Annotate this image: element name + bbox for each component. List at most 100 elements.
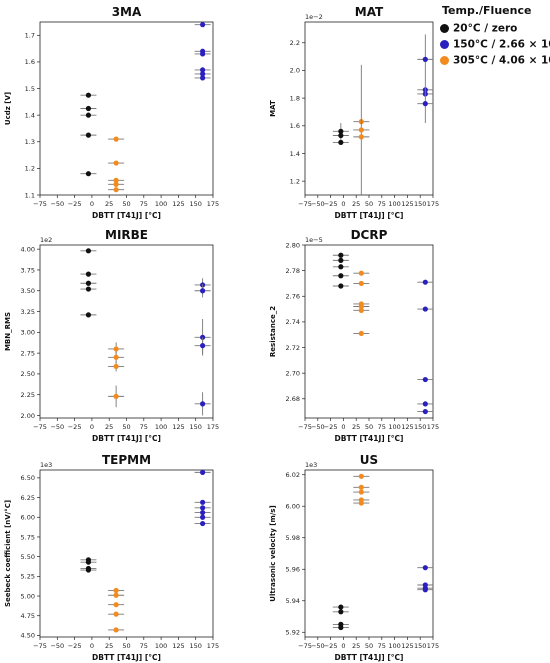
legend-label: 305°C / 4.06 × 10	[453, 54, 550, 67]
data-point	[200, 514, 206, 520]
x-tick-label: 0	[341, 642, 345, 650]
x-tick-label: 150	[414, 423, 426, 431]
data-point	[422, 376, 428, 383]
series-2	[417, 34, 434, 124]
x-tick-label: 25	[352, 200, 360, 208]
x-tick-label: 0	[90, 642, 94, 650]
y-tick-label: 2.70	[286, 369, 300, 377]
chart-title: DCRP	[351, 228, 388, 242]
data-point	[200, 520, 206, 527]
x-tick-label: 0	[341, 423, 345, 431]
data-point	[358, 134, 364, 140]
x-tick-label: 75	[140, 423, 148, 431]
axis-exponent: 1e−2	[305, 13, 323, 21]
data-point	[85, 271, 92, 277]
series-1	[108, 342, 125, 408]
x-tick-label: 50	[122, 423, 130, 431]
x-tick-label: 50	[365, 200, 373, 208]
x-tick-label: 25	[105, 642, 113, 650]
x-tick-label: 50	[122, 200, 130, 208]
y-tick-label: 5.50	[21, 553, 35, 561]
y-tick-label: 4.75	[21, 612, 35, 620]
chart-title: 3MA	[112, 5, 142, 19]
x-tick-label: 100	[155, 642, 167, 650]
data-point	[85, 286, 92, 292]
series-2	[194, 22, 211, 81]
x-tick-label: 175	[207, 200, 219, 208]
data-point	[358, 280, 364, 287]
y-tick-label: 1.4	[290, 150, 300, 158]
y-tick-label: 4.50	[21, 632, 35, 640]
panel-mat: MAT 1e−2 −75 −50 −25 0 25 50 75 100 125 150 175 1.2 1.…	[269, 5, 439, 220]
y-tick-label: 5.96	[286, 566, 300, 574]
x-tick-label: 150	[414, 642, 426, 650]
legend-entry-20c: 20°C / zero	[440, 20, 550, 36]
x-axis-label: DBTT [T41J] [°C]	[335, 211, 404, 220]
data-point	[422, 306, 428, 312]
x-tick-label: 75	[378, 642, 386, 650]
series-1	[108, 587, 125, 633]
data-point	[200, 22, 206, 28]
data-point	[338, 609, 344, 615]
data-point	[200, 288, 206, 294]
x-tick-label: 125	[401, 423, 413, 431]
data-point	[358, 330, 364, 337]
data-point	[422, 101, 428, 107]
series-1	[353, 270, 370, 337]
x-tick-label: 50	[122, 642, 130, 650]
x-tick-label: 25	[352, 423, 360, 431]
y-tick-label: 1.8	[290, 94, 300, 102]
x-tick-label: −50	[50, 642, 64, 650]
series-2	[417, 279, 434, 415]
x-tick-label: 100	[388, 642, 400, 650]
axis-exponent: 1e3	[305, 461, 317, 469]
x-tick-label: 125	[172, 642, 184, 650]
x-tick-label: −75	[298, 423, 312, 431]
data-point	[200, 505, 206, 511]
data-point	[422, 401, 428, 407]
series-0	[332, 252, 349, 289]
x-tick-label: 150	[414, 200, 426, 208]
axes-frame	[39, 21, 214, 196]
x-tick-label: 125	[172, 423, 184, 431]
legend-entry-305c: 305°C / 4.06 × 1019	[440, 52, 550, 68]
data-point	[85, 105, 92, 112]
y-tick-label: 1.6	[25, 58, 35, 66]
x-tick-label: −75	[33, 642, 47, 650]
x-tick-label: 25	[105, 423, 113, 431]
data-point	[85, 559, 92, 565]
data-point	[113, 346, 119, 352]
x-tick-label: 125	[401, 642, 413, 650]
y-tick-label: 2.72	[286, 344, 300, 352]
data-point	[200, 509, 206, 516]
y-tick-label: 3.50	[21, 287, 35, 295]
x-tick-label: 75	[140, 642, 148, 650]
data-point	[85, 567, 92, 573]
x-tick-label: 100	[388, 200, 400, 208]
x-tick-label: −50	[50, 200, 64, 208]
x-tick-label: 150	[189, 642, 201, 650]
series-0	[80, 92, 97, 177]
data-point	[113, 136, 119, 142]
data-point	[358, 127, 364, 133]
data-point	[358, 270, 364, 276]
series-1	[353, 473, 370, 506]
x-tick-label: 100	[155, 200, 167, 208]
data-point	[422, 279, 428, 285]
data-point	[113, 393, 119, 399]
data-point	[338, 273, 344, 279]
x-tick-label: −50	[311, 642, 325, 650]
data-point	[338, 604, 344, 610]
y-tick-label: 2.50	[21, 370, 35, 378]
x-tick-label: −75	[33, 423, 47, 431]
y-tick-label: 6.00	[286, 503, 300, 511]
series-1	[108, 136, 125, 193]
x-tick-label: −25	[68, 200, 82, 208]
y-tick-label: 3.00	[21, 329, 35, 337]
chart-title: TEPMM	[102, 453, 151, 467]
x-axis-label: DBTT [T41J] [°C]	[335, 653, 404, 662]
panel-3ma: 3MA −75 −50 −25 0 25 50 75 100 125 150 175 1.1 1.2 1.3…	[4, 5, 219, 220]
y-tick-label: 1.5	[25, 85, 35, 93]
y-tick-label: 2.76	[286, 293, 300, 301]
